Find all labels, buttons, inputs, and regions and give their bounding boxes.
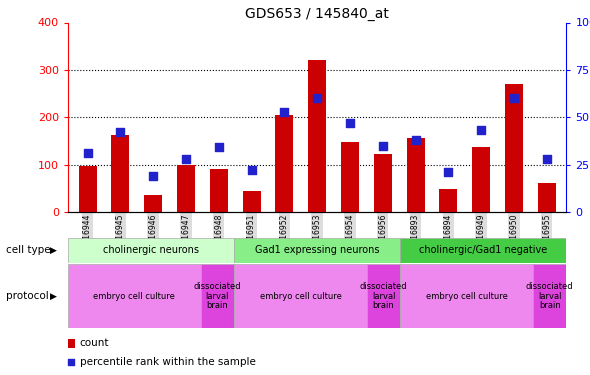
Bar [367,264,400,328]
Bar [400,264,533,328]
Text: cholinergic neurons: cholinergic neurons [103,245,199,255]
Text: dissociated
larval
brain: dissociated larval brain [526,282,573,310]
Bar [177,165,195,212]
Text: ▶: ▶ [50,246,57,255]
Point [444,169,453,175]
Bar [505,84,523,212]
Bar [400,238,566,262]
Bar [68,238,234,262]
Text: ▶: ▶ [50,292,57,301]
Bar [373,154,392,212]
Text: cholinergic/Gad1 negative: cholinergic/Gad1 negative [419,245,548,255]
Bar [537,183,556,212]
Point [312,95,322,101]
Bar [407,138,425,212]
Text: embryo cell culture: embryo cell culture [93,292,175,301]
Bar [308,60,326,212]
Bar [112,135,129,212]
Bar [234,238,400,262]
Text: dissociated
larval
brain: dissociated larval brain [194,282,241,310]
Bar [440,189,457,212]
Bar [341,142,359,212]
Point [345,120,355,126]
Bar [144,195,162,212]
Title: GDS653 / 145840_at: GDS653 / 145840_at [245,8,389,21]
Text: count: count [80,338,109,348]
Bar [533,264,566,328]
Point [83,150,92,156]
Text: embryo cell culture: embryo cell culture [426,292,507,301]
Text: embryo cell culture: embryo cell culture [260,292,342,301]
Point [116,129,125,135]
Point [149,173,158,179]
Bar [68,339,76,348]
Bar [68,264,201,328]
Bar [78,166,97,212]
Point [542,156,552,162]
Text: dissociated
larval
brain: dissociated larval brain [360,282,408,310]
Text: percentile rank within the sample: percentile rank within the sample [80,357,255,367]
Point [411,137,420,143]
Point [247,167,256,173]
Point [476,128,486,134]
Text: Gad1 expressing neurons: Gad1 expressing neurons [255,245,379,255]
Point [181,156,191,162]
Point [67,359,76,365]
Bar [201,264,234,328]
Bar [209,169,228,212]
Text: protocol: protocol [6,291,48,301]
Point [280,108,289,114]
Bar [472,147,490,212]
Text: cell type: cell type [6,245,51,255]
Point [509,95,519,101]
Point [378,142,388,148]
Bar [242,190,261,212]
Bar [276,115,293,212]
Point [214,144,224,150]
Bar [234,264,367,328]
